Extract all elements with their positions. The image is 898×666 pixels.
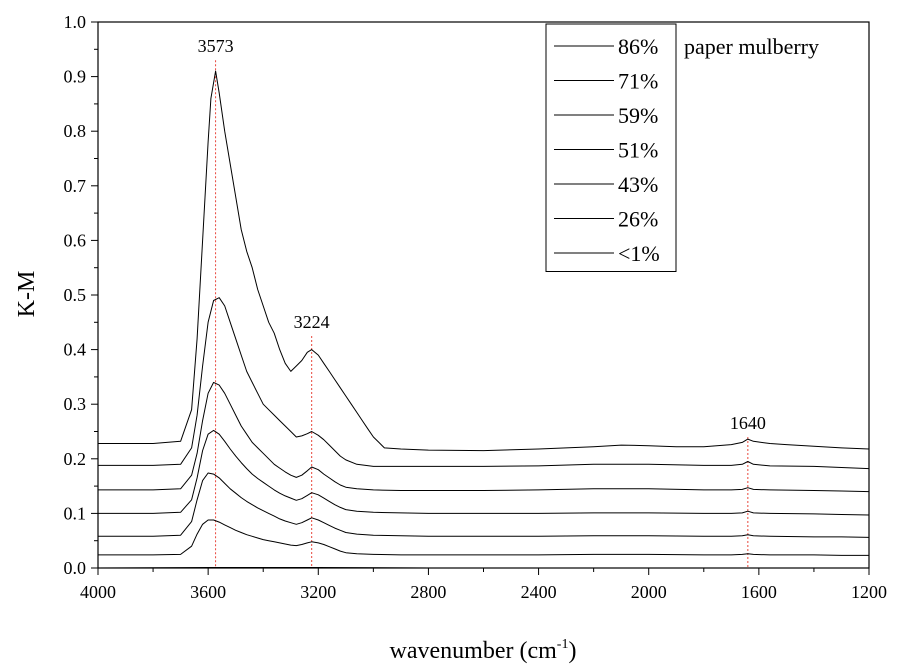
axes: 4000 3600 3200 2800 2400 2000 1600 1200 0.0 0.1 0.…: [64, 12, 888, 602]
legend-entry: 26%: [618, 207, 658, 232]
x-axis-title-close: ): [568, 638, 576, 664]
series-line-3: [98, 381, 870, 493]
series-line-7: [97, 567, 869, 569]
peak-label: 3573: [198, 36, 234, 56]
peak-markers: 3573 3224 1640: [198, 36, 766, 568]
y-tick-label: 0.0: [64, 558, 87, 578]
x-tick-label: 3600: [190, 582, 226, 602]
x-tick-label: 2400: [521, 582, 557, 602]
x-axis-title-superscript: -1: [557, 637, 569, 652]
y-tick-label: 0.7: [64, 176, 87, 196]
plot-frame: [97, 21, 870, 569]
y-tick-label: 0.2: [64, 449, 87, 469]
legend-entry: 43%: [618, 172, 658, 197]
series-lines: [97, 70, 870, 569]
y-tick-label: 0.1: [64, 503, 87, 523]
x-axis-title: wavenumber (cm-1): [390, 637, 577, 664]
x-tick-label: 3200: [300, 582, 336, 602]
peak-label: 1640: [730, 413, 766, 433]
x-tick-label: 1200: [851, 582, 887, 602]
legend-entry: 59%: [618, 103, 658, 128]
peak-label: 3224: [294, 312, 330, 332]
y-tick-label: 0.8: [64, 121, 87, 141]
x-tick-label: 2000: [631, 582, 667, 602]
y-tick-label: 0.9: [64, 67, 87, 87]
series-line-6: [98, 519, 869, 556]
legend-entry: 86%: [618, 34, 658, 59]
y-tick-label: 0.6: [64, 230, 87, 250]
legend-title: paper mulberry: [684, 34, 819, 59]
y-tick-label: 0.5: [64, 285, 87, 305]
legend: 86% 71% 59% 51% 43% 26% <1% paper mulberry: [545, 23, 819, 272]
legend-entry: 51%: [618, 138, 658, 163]
x-tick-label: 2800: [410, 582, 446, 602]
x-tick-label: 4000: [80, 582, 116, 602]
legend-entry: 71%: [618, 69, 658, 94]
legend-entry: <1%: [618, 241, 660, 266]
legend-box: [545, 23, 677, 272]
plot-area: [97, 21, 870, 569]
series-line-4: [98, 429, 870, 516]
y-tick-label: 0.3: [64, 394, 87, 414]
y-axis-title: K-M: [14, 271, 40, 318]
series-line-2: [98, 297, 870, 470]
series-line-1: [98, 70, 870, 452]
series-line-5: [98, 472, 870, 538]
x-axis-title-main: wavenumber (cm: [390, 638, 558, 664]
x-tick-label: 1600: [741, 582, 777, 602]
y-tick-label: 0.4: [64, 340, 87, 360]
y-tick-label: 1.0: [64, 12, 87, 32]
